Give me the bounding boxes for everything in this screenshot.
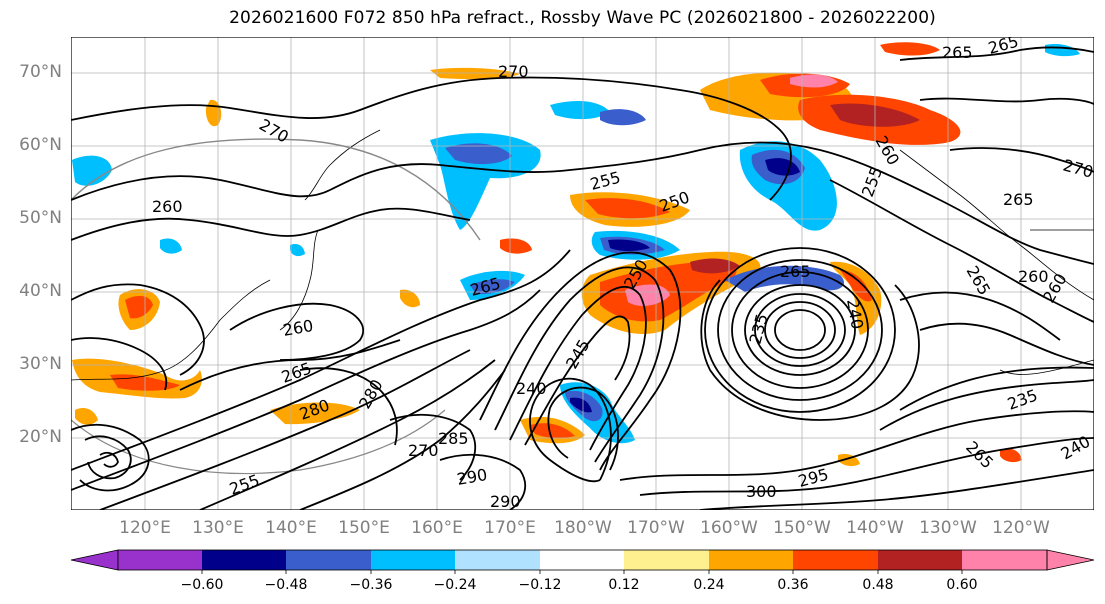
colorbar-tick-label: −0.12 [518,577,562,593]
lon-label: 160°W [700,518,758,538]
lat-label: 60°N [19,135,62,155]
contour-label: 290 [490,492,521,511]
contour-label: 260 [152,197,183,216]
contour-label: 260 [1018,267,1049,286]
colorbar [70,549,1095,574]
coastlines [71,129,1094,381]
colorbar-tick-label: 0.60 [946,577,978,593]
contour-label: 270 [498,62,529,81]
lon-label: 120°W [992,518,1050,538]
shading-layer [72,42,1080,467]
lon-label: 170°W [627,518,685,538]
colorbar-tick-label: −0.36 [349,577,393,593]
contour-label: 265 [1003,190,1034,209]
lon-label: 120°E [119,518,171,538]
lon-label: 130°E [192,518,244,538]
map-panel: 270 270 260 265 265 255 250 265 260 255 … [71,37,1094,511]
lon-label: 170°E [484,518,536,538]
lon-label: 130°W [919,518,977,538]
contour-label: 265 [942,43,973,62]
map-title: 2026021600 F072 850 hPa refract., Rossby… [229,8,936,28]
contour-label: 285 [438,429,469,448]
colorbar-min-extend [70,549,119,571]
colorbar-tick-label: −0.60 [180,577,224,593]
lon-label: 150°E [338,518,390,538]
lat-label: 50°N [19,208,62,228]
colorbar-tick-label: −0.48 [264,577,308,593]
colorbar-tick-label: 0.36 [777,577,809,593]
colorbar-tick-label: 0.48 [862,577,894,593]
lon-label: 140°E [265,518,317,538]
lon-label: 140°W [846,518,904,538]
lon-label: 160°E [411,518,463,538]
colorbar-tick-label: 0.12 [608,577,640,593]
great-circle-arc [71,138,481,241]
lon-label: 150°W [773,518,831,538]
contour-label: 270 [408,441,439,460]
contours [71,46,1094,510]
graticule [71,37,1094,510]
colorbar-tick-label: −0.24 [433,577,477,593]
colorbar-tick-label: 0.24 [693,577,725,593]
colorbar-max-extend [1046,549,1095,571]
lat-label: 20°N [19,427,62,447]
lat-label: 30°N [19,354,62,374]
lat-label: 70°N [19,62,62,82]
contour-label: 240 [516,379,547,398]
lat-label: 40°N [19,281,62,301]
lon-label: 180°W [554,518,612,538]
contour-label: 265 [780,262,811,281]
contour-label: 300 [746,482,777,501]
